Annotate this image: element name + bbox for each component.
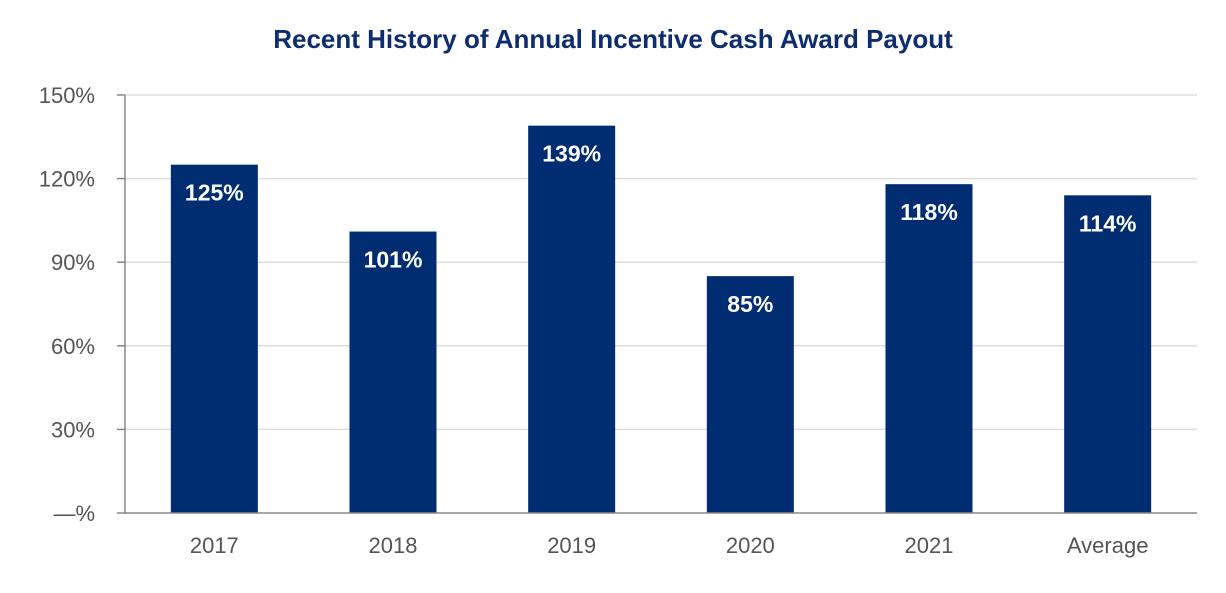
- y-tick-label: 120%: [39, 167, 95, 192]
- chart-title: Recent History of Annual Incentive Cash …: [273, 24, 953, 54]
- data-labels: 125% 101% 139% 85% 118% 114%: [185, 141, 1137, 317]
- data-label: 114%: [1079, 210, 1137, 236]
- y-tick-label: —%: [53, 501, 95, 526]
- data-label: 85%: [727, 291, 773, 317]
- y-axis-ticks: —% 30% 60% 90% 120% 150%: [39, 83, 125, 526]
- gridlines: [125, 94, 1197, 431]
- x-tick-label: Average: [1067, 533, 1149, 558]
- bar-2020: [706, 276, 794, 513]
- bars: [170, 125, 1152, 514]
- bar-2019: [528, 125, 616, 514]
- y-tick-label: 90%: [51, 250, 95, 275]
- data-label: 125%: [185, 180, 244, 206]
- y-tick-label: 60%: [51, 334, 95, 359]
- x-tick-label: 2019: [547, 533, 596, 558]
- bar-2017: [170, 164, 258, 513]
- bar-2018: [349, 231, 437, 513]
- y-tick-label: 150%: [39, 83, 95, 108]
- axes: [124, 95, 1197, 514]
- x-tick-label: 2017: [190, 533, 239, 558]
- bar-average: [1064, 195, 1152, 513]
- x-axis-ticks: 2017 2018 2019 2020 2021 Average: [190, 533, 1149, 558]
- data-label: 118%: [900, 199, 958, 225]
- bar-2021: [885, 184, 973, 513]
- x-tick-label: 2020: [726, 533, 775, 558]
- y-tick-label: 30%: [51, 417, 95, 442]
- data-label: 139%: [542, 141, 601, 167]
- data-label: 101%: [364, 247, 423, 273]
- x-tick-label: 2018: [369, 533, 418, 558]
- x-tick-label: 2021: [905, 533, 954, 558]
